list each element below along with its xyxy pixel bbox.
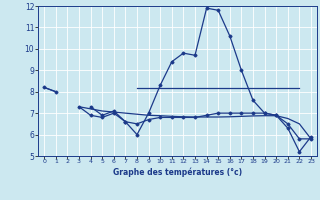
X-axis label: Graphe des températures (°c): Graphe des températures (°c) — [113, 167, 242, 177]
